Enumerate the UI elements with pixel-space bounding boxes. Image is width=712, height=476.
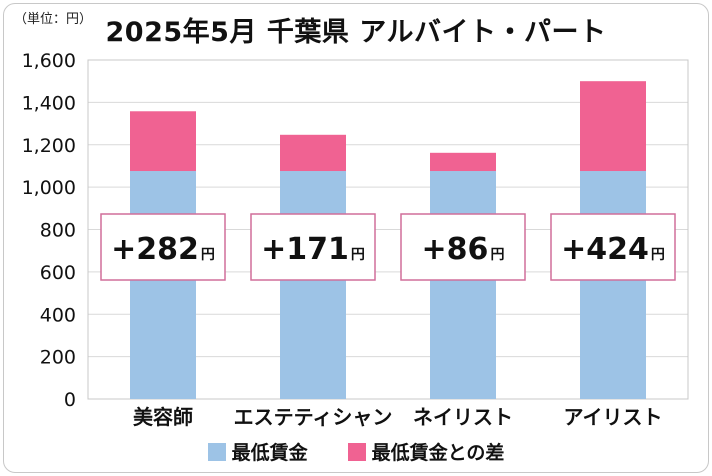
y-tick-label: 1,600 (22, 50, 76, 72)
legend: 最低賃金 最低賃金との差 (0, 438, 712, 465)
annotation-label: +171 円 (261, 232, 365, 267)
bar-minimum-wage (580, 171, 646, 399)
annotation-unit: 円 (351, 247, 365, 263)
annotation-value: +86 (422, 232, 489, 267)
x-tick-label: ネイリスト (413, 405, 513, 429)
annotation-value: +424 (561, 232, 649, 267)
annotation-unit: 円 (490, 247, 504, 263)
annotation-label: +424 円 (561, 232, 665, 267)
bar-difference (430, 152, 496, 172)
bar-minimum-wage (280, 171, 346, 399)
y-tick-label: 200 (40, 347, 76, 369)
annotation-box (250, 213, 376, 281)
annotation-box (400, 213, 526, 281)
unit-label: （単位：円） (14, 12, 93, 27)
legend-swatch-minimum-wage (207, 442, 226, 461)
y-tick-label: 0 (64, 389, 76, 411)
bar-minimum-wage (130, 171, 196, 399)
annotation-label: +86 円 (422, 232, 505, 267)
legend-swatch-difference (347, 442, 366, 461)
annotation-value: +282 (111, 232, 199, 267)
y-tick-label: 800 (40, 220, 76, 242)
y-tick-label: 600 (40, 262, 76, 284)
bar-minimum-wage (430, 171, 496, 399)
x-tick-label: 美容師 (133, 405, 193, 429)
y-tick-label: 400 (40, 304, 76, 326)
legend-label-minimum-wage: 最低賃金 (231, 442, 308, 464)
bar-difference (280, 134, 346, 172)
y-tick-label: 1,000 (22, 177, 76, 199)
chart-title: 2025年5月 千葉県 アルバイト・パート (105, 17, 607, 48)
y-tick-label: 1,400 (22, 92, 76, 114)
legend-item-difference: 最低賃金との差 (347, 438, 505, 465)
annotation-unit: 円 (651, 247, 665, 263)
annotation-value: +171 (261, 232, 349, 267)
bar-difference (580, 81, 646, 172)
annotation-box (550, 213, 676, 281)
x-tick-label: エステティシャン (234, 405, 393, 429)
legend-label-difference: 最低賃金との差 (371, 442, 505, 464)
annotation-unit: 円 (201, 247, 215, 263)
bar-difference (130, 111, 196, 172)
legend-item-minimum-wage: 最低賃金 (207, 438, 308, 465)
annotation-box (100, 213, 226, 281)
y-tick-label: 1,200 (22, 135, 76, 157)
annotation-label: +282 円 (111, 232, 215, 267)
plot-border (87, 59, 689, 400)
x-tick-label: アイリスト (564, 405, 663, 429)
